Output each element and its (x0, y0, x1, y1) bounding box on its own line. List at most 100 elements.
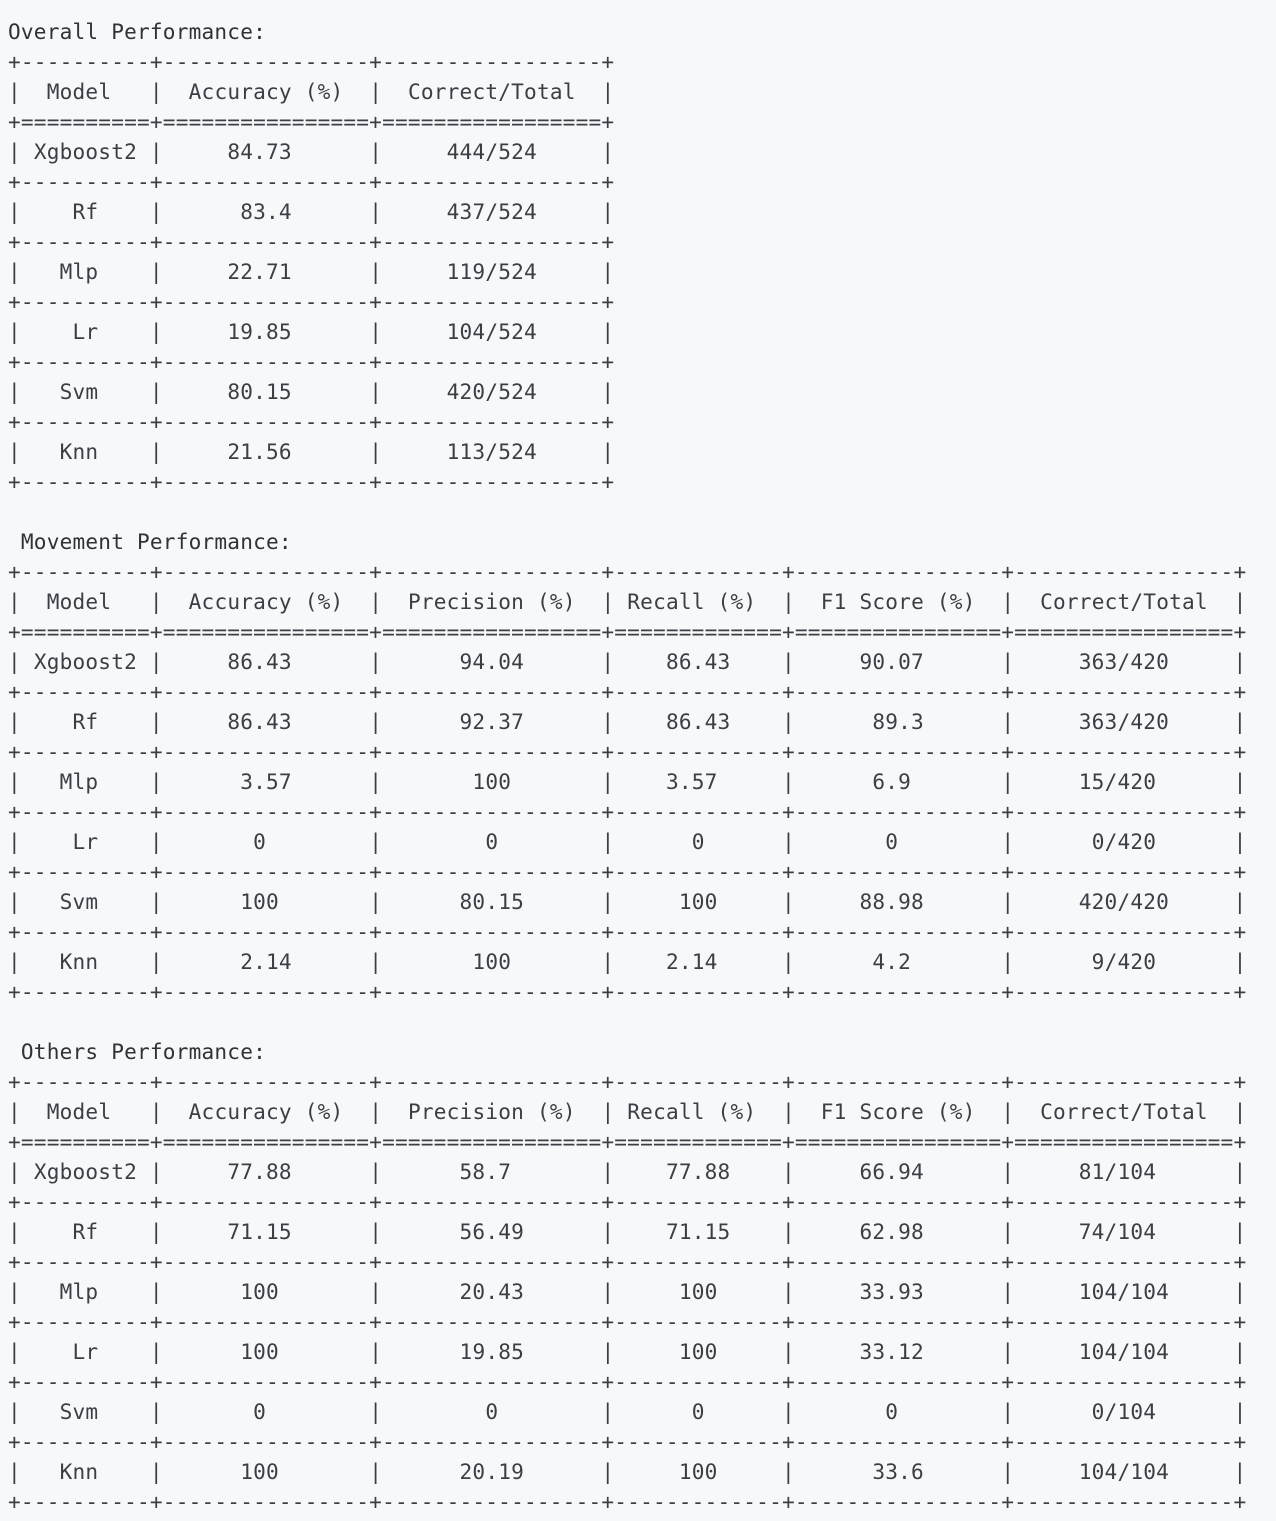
table-cell: 2.14 (665, 949, 718, 974)
table-cell: 89.3 (872, 709, 924, 734)
table-row: | Knn | 100 | 20.19 | 100 | 33.6 | 104/1… (8, 1459, 1247, 1484)
table-cell: 420/420 (1078, 889, 1170, 914)
table-cell: 33.12 (859, 1339, 924, 1364)
model-name: Knn (59, 949, 99, 974)
table-cell: 33.93 (859, 1279, 924, 1304)
table-cell: 33.6 (872, 1459, 924, 1484)
table-row: | Rf | 83.4 | 437/524 | (8, 199, 615, 224)
column-header: Precision (%) (407, 1099, 576, 1124)
table-cell: 0 (253, 829, 267, 854)
table-cell: 104/104 (1078, 1279, 1170, 1304)
table-cell: 58.7 (459, 1159, 512, 1184)
table-cell: 0 (253, 1399, 267, 1424)
table-cell: 3.57 (665, 769, 718, 794)
table-cell: 86.43 (665, 709, 731, 734)
table-row: | Svm | 80.15 | 420/524 | (8, 379, 615, 404)
table-cell: 77.88 (227, 1159, 292, 1184)
table-cell: 83.4 (240, 199, 292, 224)
table-cell: 113/524 (446, 439, 537, 464)
model-name: Svm (59, 1399, 99, 1424)
column-header: Recall (%) (627, 589, 757, 614)
model-name: Knn (59, 439, 99, 464)
table-cell: 100 (240, 889, 279, 914)
column-header: Accuracy (%) (188, 1099, 344, 1124)
table-cell: 0 (691, 829, 705, 854)
table-cell: 86.43 (665, 649, 731, 674)
column-header: Correct/Total (407, 79, 576, 104)
table-row: | Svm | 100 | 80.15 | 100 | 88.98 | 420/… (8, 889, 1247, 914)
column-header: Model (46, 1099, 112, 1124)
table-cell: 363/420 (1078, 709, 1170, 734)
table-cell: 363/420 (1078, 649, 1170, 674)
column-header: F1 Score (%) (820, 1099, 976, 1124)
section-title: Overall Performance: (8, 19, 266, 44)
table-cell: 100 (678, 1339, 718, 1364)
column-header: Model (46, 589, 112, 614)
table-cell: 90.07 (859, 649, 924, 674)
model-name: Knn (59, 1459, 99, 1484)
table-cell: 92.37 (459, 709, 525, 734)
table-cell: 71.15 (227, 1219, 292, 1244)
column-header: Accuracy (%) (188, 79, 344, 104)
model-name: Mlp (59, 259, 99, 284)
model-name: Xgboost2 (33, 1159, 138, 1184)
table-cell: 80.15 (459, 889, 525, 914)
table-cell: 100 (678, 1279, 718, 1304)
table-cell: 0 (885, 829, 899, 854)
table-cell: 0 (485, 1399, 499, 1424)
table-row: | Mlp | 3.57 | 100 | 3.57 | 6.9 | 15/420… (8, 769, 1247, 794)
table-cell: 86.43 (227, 649, 292, 674)
table-row: | Lr | 0 | 0 | 0 | 0 | 0/420 | (8, 829, 1247, 854)
table-cell: 4.2 (872, 949, 912, 974)
table-cell: 22.71 (227, 259, 292, 284)
table-cell: 86.43 (227, 709, 292, 734)
table-row: | Lr | 19.85 | 104/524 | (8, 319, 615, 344)
table-row: | Xgboost2 | 86.43 | 94.04 | 86.43 | 90.… (8, 649, 1247, 674)
table-cell: 100 (472, 949, 512, 974)
model-name: Lr (72, 1339, 99, 1364)
table-cell: 20.43 (459, 1279, 525, 1304)
table-cell: 3.57 (240, 769, 292, 794)
table-cell: 84.73 (227, 139, 292, 164)
table-cell: 104/524 (446, 319, 537, 344)
column-header: F1 Score (%) (820, 589, 976, 614)
results-table: +----------+----------------+-----------… (8, 1069, 1247, 1514)
table-cell: 0/420 (1091, 829, 1157, 854)
results-table: +----------+----------------+-----------… (8, 559, 1247, 1004)
table-row: | Rf | 86.43 | 92.37 | 86.43 | 89.3 | 36… (8, 709, 1247, 734)
table-row: | Knn | 2.14 | 100 | 2.14 | 4.2 | 9/420 … (8, 949, 1247, 974)
table-cell: 0 (485, 829, 499, 854)
table-cell: 94.04 (459, 649, 525, 674)
results-table: +----------+----------------+-----------… (8, 49, 615, 494)
table-cell: 420/524 (446, 379, 537, 404)
column-header: Recall (%) (627, 1099, 757, 1124)
table-cell: 66.94 (859, 1159, 924, 1184)
model-name: Lr (72, 319, 99, 344)
column-header: Precision (%) (407, 589, 576, 614)
table-cell: 6.9 (872, 769, 912, 794)
table-cell: 19.85 (227, 319, 292, 344)
table-cell: 15/420 (1078, 769, 1157, 794)
table-cell: 9/420 (1091, 949, 1157, 974)
table-cell: 74/104 (1078, 1219, 1157, 1244)
model-name: Xgboost2 (33, 139, 138, 164)
table-row: | Mlp | 100 | 20.43 | 100 | 33.93 | 104/… (8, 1279, 1247, 1304)
table-cell: 21.56 (227, 439, 292, 464)
table-cell: 56.49 (459, 1219, 525, 1244)
model-name: Svm (59, 379, 99, 404)
table-cell: 77.88 (665, 1159, 731, 1184)
table-row: | Xgboost2 | 77.88 | 58.7 | 77.88 | 66.9… (8, 1159, 1247, 1184)
table-row: | Lr | 100 | 19.85 | 100 | 33.12 | 104/1… (8, 1339, 1247, 1364)
model-name: Mlp (59, 769, 99, 794)
table-row: | Knn | 21.56 | 113/524 | (8, 439, 615, 464)
section-title: Others Performance: (20, 1039, 266, 1064)
model-name: Xgboost2 (33, 649, 138, 674)
table-cell: 20.19 (459, 1459, 525, 1484)
table-cell: 71.15 (665, 1219, 731, 1244)
table-cell: 104/104 (1078, 1339, 1170, 1364)
column-header: Correct/Total (1040, 589, 1208, 614)
column-header: Accuracy (%) (188, 589, 344, 614)
table-cell: 104/104 (1078, 1459, 1170, 1484)
table-cell: 88.98 (859, 889, 924, 914)
table-cell: 2.14 (240, 949, 292, 974)
